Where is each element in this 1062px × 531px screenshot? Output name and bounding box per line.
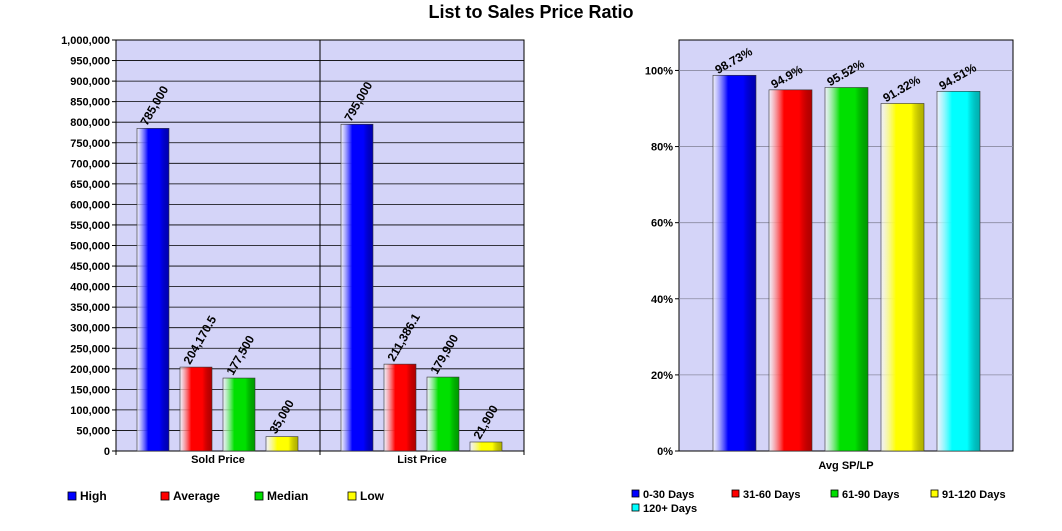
left-y-tick-label: 900,000 [70, 76, 110, 88]
left-y-tick-label: 950,000 [70, 56, 110, 68]
legend-label-median: Median [267, 489, 308, 503]
bar-low-sold-price-shade [288, 436, 298, 451]
left-y-tick-label: 700,000 [70, 158, 110, 170]
right-y-tick-label: 20% [651, 370, 673, 382]
left-y-tick-label: 850,000 [70, 97, 110, 109]
bar-31-60-days-outline [768, 89, 813, 452]
legend-label-0-30-days: 0-30 Days [643, 489, 694, 501]
legend-swatch-high [67, 491, 77, 501]
bar-120-days-outline [936, 91, 981, 452]
left-category-label: List Price [397, 454, 447, 466]
left-y-tick-label: 750,000 [70, 138, 110, 150]
left-y-tick-label: 550,000 [70, 220, 110, 232]
legend-label-average: Average [173, 489, 220, 503]
left-y-tick-label: 0 [104, 446, 110, 458]
legend-label-120-days: 120+ Days [643, 503, 697, 515]
legend-label-61-90-days: 61-90 Days [842, 489, 900, 501]
legend-label-low: Low [360, 489, 385, 503]
bar-average-sold-price-outline [179, 366, 213, 452]
bar-61-90-days-shade [855, 87, 868, 451]
left-y-tick-label: 600,000 [70, 199, 110, 211]
bar-high-sold-price-outline [136, 128, 170, 452]
left-category-label: Sold Price [191, 454, 245, 466]
bar-high-list-price-shade [363, 124, 373, 451]
bar-low-list-price [470, 441, 502, 451]
left-y-tick-label: 800,000 [70, 117, 110, 129]
bar-average-sold-price-shade [202, 367, 212, 451]
left-y-tick-label: 1,000,000 [61, 35, 110, 47]
legend-label-31-60-days: 31-60 Days [743, 489, 801, 501]
left-y-tick-label: 300,000 [70, 323, 110, 335]
legend-swatch-61-90-days [830, 489, 839, 498]
bar-0-30-days-shade [743, 75, 756, 451]
legend-swatch-120-days [631, 503, 640, 512]
left-y-tick-label: 650,000 [70, 179, 110, 191]
bar-median-sold-price-shade [245, 378, 255, 451]
bar-median-list-price-shade [449, 377, 459, 451]
bar-average-list-price-shade [406, 364, 416, 451]
bar-high-list-price-outline [340, 123, 374, 452]
left-y-tick-label: 400,000 [70, 282, 110, 294]
legend-swatch-31-60-days [731, 489, 740, 498]
right-y-tick-label: 60% [651, 218, 673, 230]
bar-median-list-price-outline [426, 376, 460, 452]
legend-swatch-91-120-days [930, 489, 939, 498]
bar-low-sold-price-outline [265, 436, 299, 452]
right-y-tick-label: 40% [651, 294, 673, 306]
bar-high-sold-price-shade [159, 128, 169, 452]
bar-low-list-price-shade [492, 441, 502, 451]
bar-low-list-price-outline [469, 441, 503, 452]
legend-swatch-average [160, 491, 170, 501]
bar-91-120-days-shade [911, 103, 924, 451]
left-y-tick-label: 450,000 [70, 261, 110, 273]
right-y-tick-label: 0% [657, 446, 673, 458]
bar-120-days-shade [967, 91, 980, 451]
left-y-tick-label: 250,000 [70, 343, 110, 355]
bar-61-90-days-outline [824, 87, 869, 452]
left-y-tick-label: 200,000 [70, 364, 110, 376]
right-category-label: Avg SP/LP [818, 460, 873, 472]
left-y-tick-label: 100,000 [70, 405, 110, 417]
legend-swatch-0-30-days [631, 489, 640, 498]
bar-median-sold-price-outline [222, 377, 256, 452]
chart-title: List to Sales Price Ratio [428, 2, 634, 22]
right-y-tick-label: 80% [651, 142, 673, 154]
left-chart: 0 50,000 100,000 150,000 200,000 250,000 300,0… [61, 35, 525, 503]
left-y-tick-label: 50,000 [76, 425, 110, 437]
right-y-tick-label: 100% [645, 65, 673, 77]
bar-91-120-days-outline [880, 103, 925, 452]
legend-label-high: High [80, 489, 107, 503]
left-y-tick-label: 350,000 [70, 302, 110, 314]
legend-swatch-low [347, 491, 357, 501]
left-y-tick-label: 500,000 [70, 241, 110, 253]
bar-0-30-days-outline [712, 74, 757, 452]
left-y-tick-label: 150,000 [70, 384, 110, 396]
legend-label-91-120-days: 91-120 Days [942, 489, 1006, 501]
bar-average-list-price-outline [383, 363, 417, 452]
legend-swatch-median [254, 491, 264, 501]
bar-31-60-days-shade [799, 89, 812, 451]
